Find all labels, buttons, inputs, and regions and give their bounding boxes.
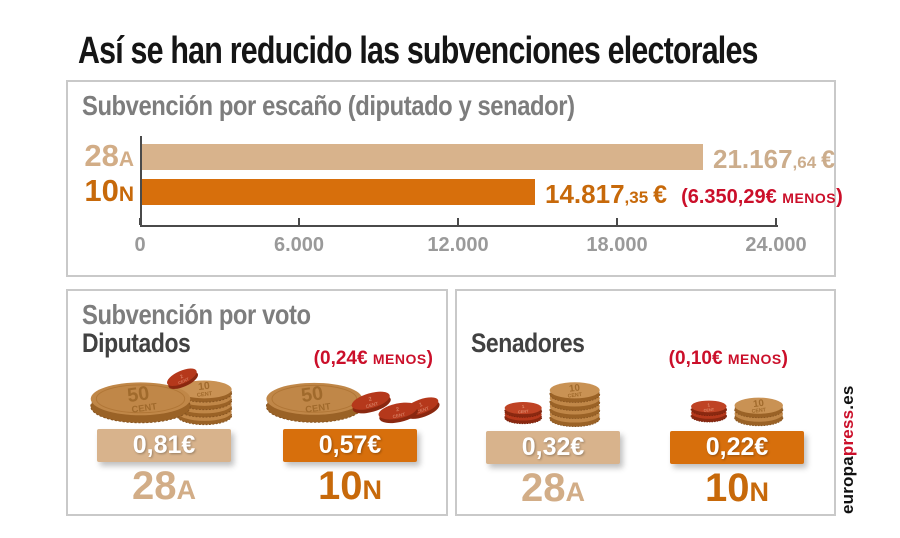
x-tick-label: 18.000 xyxy=(586,234,648,256)
svg-text:10: 10 xyxy=(198,381,211,393)
tan-coin-stack: 10 CENT xyxy=(176,380,233,426)
red-coin: 2 CENT xyxy=(167,368,199,389)
x-axis-tick xyxy=(775,218,777,225)
red-coin: 2 CENT xyxy=(351,391,391,414)
bar-28a xyxy=(142,144,703,170)
coins-illustration-senadores-28a: 1 CENT 10 CENT xyxy=(504,382,601,427)
svg-text:CENT: CENT xyxy=(305,400,332,414)
vote-subsidy-senadores-panel: Senadores (0,10€ MENOS) 1 CENT xyxy=(455,289,836,516)
x-axis-line xyxy=(140,225,778,227)
page-title: Así se han reducido las subvenciones ele… xyxy=(78,30,758,72)
svg-text:CENT: CENT xyxy=(518,409,530,414)
seat-difference-label: (6.350,29€ MENOS) xyxy=(681,186,843,208)
category-label-diputados-10n: 10N xyxy=(318,464,382,508)
coins-illustration-diputados-28a: 10 CENT 50 CENT 2 CENT xyxy=(90,368,233,426)
red-coin-stack: 1 CENT xyxy=(690,400,727,423)
y-axis-line xyxy=(140,136,142,227)
svg-text:2: 2 xyxy=(179,374,184,381)
x-tick-label: 24.000 xyxy=(745,234,807,256)
red-coin: 2 CENT xyxy=(378,402,419,424)
bar-category-28a: 28A xyxy=(84,138,134,173)
category-label-senadores-28a: 28A xyxy=(521,466,585,510)
diputados-heading: Diputados xyxy=(82,328,191,358)
svg-text:CENT: CENT xyxy=(416,406,430,415)
svg-text:CENT: CENT xyxy=(703,408,715,413)
svg-text:1: 1 xyxy=(707,402,711,407)
vote-subsidy-heading: Subvención por voto xyxy=(82,299,311,330)
svg-text:10: 10 xyxy=(753,398,765,410)
red-coin-stack: 1 CENT xyxy=(504,402,543,425)
tan-coin-stack: 10 CENT xyxy=(734,397,784,427)
source-es: .es xyxy=(838,385,857,410)
vote-subsidy-diputados-panel: Subvención por voto Diputados (0,24€ MEN… xyxy=(66,289,448,516)
source-europa: europa xyxy=(838,456,857,514)
source-press: press xyxy=(838,409,857,457)
euro-sign: € xyxy=(821,146,836,174)
svg-text:10: 10 xyxy=(569,383,581,395)
svg-text:2: 2 xyxy=(368,396,373,403)
x-axis-tick xyxy=(616,218,618,225)
x-axis-tick xyxy=(298,218,300,225)
svg-text:50: 50 xyxy=(300,382,325,407)
senadores-heading: Senadores xyxy=(471,328,585,358)
svg-text:CENT: CENT xyxy=(567,392,583,400)
senadores-difference-label: (0,10€ MENOS) xyxy=(668,348,788,369)
x-tick-label: 6.000 xyxy=(273,234,325,256)
value-badge-senadores-28a: 0,32€ xyxy=(486,431,620,464)
diputados-10n-column: 50 CENT 1 CENT 2 CENT xyxy=(258,365,442,506)
svg-text:1: 1 xyxy=(419,402,424,409)
svg-text:50: 50 xyxy=(126,382,151,407)
svg-text:1: 1 xyxy=(522,404,526,409)
svg-text:CENT: CENT xyxy=(392,412,406,420)
euro-sign: € xyxy=(653,181,668,209)
x-tick-label: 0 xyxy=(134,234,146,256)
source-credit: europapress.es xyxy=(838,366,858,515)
bar-value-28a: 21.167,64 € xyxy=(713,144,836,174)
x-axis-tick xyxy=(457,218,459,225)
value-badge-diputados-28a: 0,81€ xyxy=(97,429,231,462)
bar-value-10n: 14.817,35 € (6.350,29€ MENOS) xyxy=(545,179,843,209)
tan-coin-stack: 10 CENT xyxy=(549,382,601,427)
x-axis-tick xyxy=(139,218,141,225)
coins-illustration-diputados-10n: 50 CENT 1 CENT 2 CENT xyxy=(265,382,440,424)
svg-text:CENT: CENT xyxy=(177,376,190,385)
coins-illustration-senadores-10n: 1 CENT 10 CENT xyxy=(690,397,784,427)
senadores-10n-column: 1 CENT 10 CENT 0,22€ 10N xyxy=(647,371,827,508)
seat-subsidy-panel: Subvención por escaño (diputado y senado… xyxy=(66,80,843,277)
senadores-28a-column: 1 CENT 10 CENT 0,32€ 28A xyxy=(467,371,639,508)
fifty-cent-coin: 50 CENT xyxy=(265,382,363,423)
svg-text:CENT: CENT xyxy=(365,401,379,409)
bar-10n xyxy=(142,179,535,205)
svg-text:CENT: CENT xyxy=(751,407,767,415)
bar-category-10n: 10N xyxy=(84,173,134,208)
seat-subsidy-heading: Subvención por escaño (diputado y senado… xyxy=(82,90,575,121)
svg-text:CENT: CENT xyxy=(197,391,213,399)
category-label-diputados-28a: 28A xyxy=(132,464,196,508)
diputados-difference-label: (0,24€ MENOS) xyxy=(313,348,433,369)
value-badge-diputados-10n: 0,57€ xyxy=(283,429,417,462)
diputados-28a-column: 10 CENT 50 CENT 2 CENT xyxy=(76,365,252,506)
value-badge-senadores-10n: 0,22€ xyxy=(670,431,804,464)
fifty-cent-coin: 50 CENT xyxy=(90,382,191,424)
svg-text:CENT: CENT xyxy=(131,400,158,414)
x-tick-label: 12.000 xyxy=(427,234,489,256)
category-label-senadores-10n: 10N xyxy=(705,466,769,510)
svg-text:2: 2 xyxy=(396,407,400,414)
